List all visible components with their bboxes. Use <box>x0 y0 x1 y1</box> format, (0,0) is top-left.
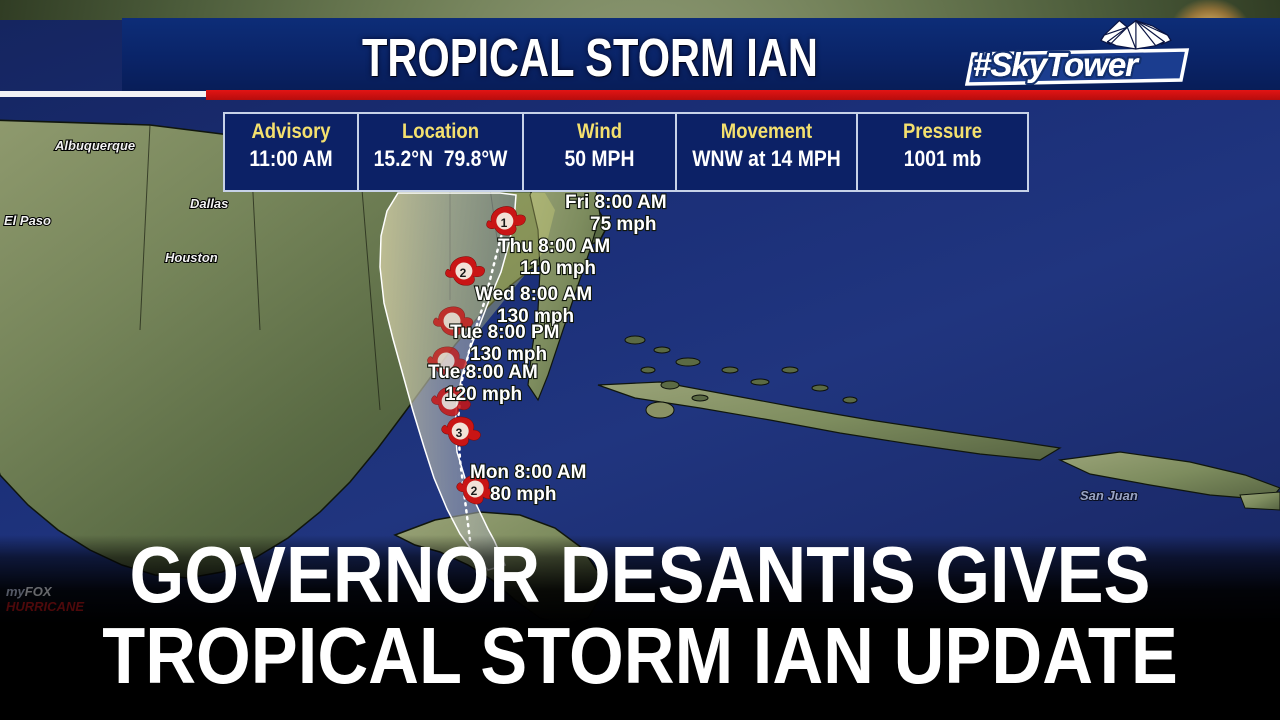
svg-text:Dallas: Dallas <box>190 196 228 211</box>
svg-text:3: 3 <box>456 426 463 440</box>
svg-text:Fri 8:00 AM: Fri 8:00 AM <box>565 192 667 213</box>
svg-text:2: 2 <box>460 266 467 280</box>
svg-text:1: 1 <box>501 216 508 230</box>
svg-text:Houston: Houston <box>165 250 218 265</box>
svg-text:Tue 8:00 AM: Tue 8:00 AM <box>428 362 538 383</box>
svg-text:Thu 8:00 AM: Thu 8:00 AM <box>498 236 610 257</box>
svg-text:San Juan: San Juan <box>1080 488 1138 503</box>
svg-text:2: 2 <box>471 484 478 498</box>
svg-text:Tue 8:00 PM: Tue 8:00 PM <box>450 322 559 343</box>
svg-text:120 mph: 120 mph <box>445 384 522 405</box>
svg-text:75 mph: 75 mph <box>590 214 657 235</box>
svg-text:110 mph: 110 mph <box>520 258 596 279</box>
svg-text:Albuquerque: Albuquerque <box>54 138 135 153</box>
svg-text:El Paso: El Paso <box>4 213 51 228</box>
svg-text:#SkyTower: #SkyTower <box>973 46 1140 83</box>
svg-text:Mon 8:00 AM: Mon 8:00 AM <box>470 462 586 483</box>
svg-text:Wed 8:00 AM: Wed 8:00 AM <box>475 284 592 305</box>
svg-text:80 mph: 80 mph <box>490 484 557 505</box>
